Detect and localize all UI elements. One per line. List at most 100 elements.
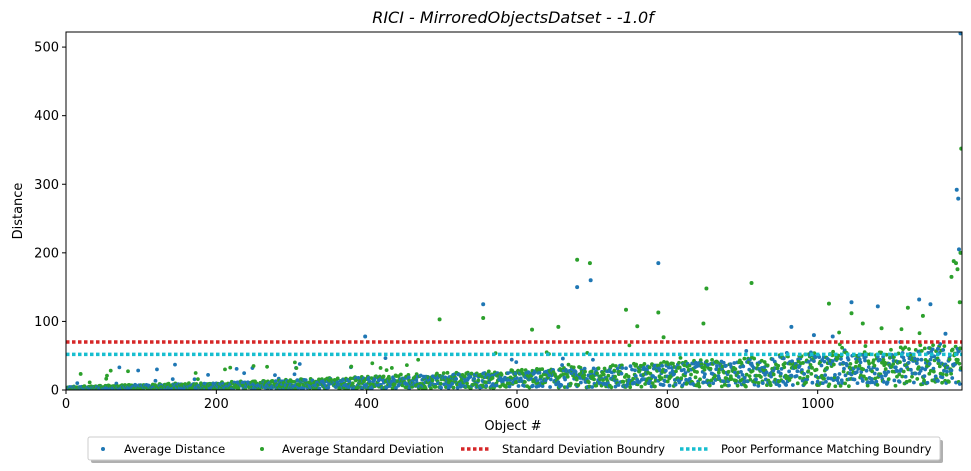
data-point-average-std [586,380,591,385]
x-tick-label: 400 [354,397,379,412]
data-point-average-std [949,274,954,279]
data-point-average-std [445,370,450,375]
data-point-average-distance [660,363,664,368]
data-point-average-std [903,345,908,350]
data-point-average-std [499,372,504,377]
data-point-average-std [701,321,706,326]
data-point-average-std [759,358,764,363]
data-point-average-distance [777,383,782,388]
data-point-average-distance [661,383,666,387]
data-point-average-distance [75,381,80,386]
data-point-average-distance [383,356,388,361]
data-point-average-std [787,378,792,382]
data-point-average-std [595,371,599,376]
data-point-average-distance [881,380,886,384]
data-point-average-distance [911,380,916,385]
data-point-average-distance [874,379,879,384]
data-point-average-std [565,374,570,379]
data-point-average-distance [922,374,927,379]
data-point-average-distance [721,360,726,365]
data-point-average-distance [897,379,902,384]
data-point-average-distance [823,373,828,378]
data-point-average-distance [506,371,510,376]
data-point-average-distance [540,384,545,389]
data-point-average-std [916,365,921,370]
data-point-average-std [587,261,592,266]
data-point-average-std [735,383,740,388]
data-point-average-distance [806,359,811,364]
data-point-average-std [708,366,713,371]
data-point-average-std [294,366,299,371]
data-point-average-std [927,371,932,376]
data-point-average-std [589,369,594,374]
data-point-average-distance [530,383,535,388]
data-point-average-std [722,382,727,387]
data-point-average-std [910,374,914,379]
data-point-average-std [126,369,130,374]
data-point-average-std [186,381,191,386]
data-point-average-std [693,375,698,380]
y-tick-label: 100 [34,315,59,330]
data-point-average-std [833,384,838,389]
data-point-average-distance [910,371,915,376]
data-point-average-std [609,385,614,390]
data-point-average-distance [760,381,765,385]
data-point-average-distance [563,377,568,382]
legend-box [87,436,941,461]
data-point-average-distance [813,355,818,360]
data-point-average-distance [681,367,686,372]
data-point-average-distance [628,364,633,369]
plot-area [66,32,962,390]
data-point-average-std [671,361,675,366]
data-point-average-std [196,377,200,382]
data-point-average-std [490,376,495,380]
data-point-average-distance [297,362,302,366]
data-point-average-std [922,346,927,351]
data-point-average-distance [573,369,578,374]
data-point-average-std [838,383,843,388]
data-point-average-std [639,384,644,389]
data-point-average-distance [936,358,941,363]
data-point-average-distance [770,357,775,362]
data-point-average-distance [645,367,649,372]
data-point-average-distance [884,372,888,377]
legend-label-std-boundary: Standard Deviation Boundry [502,442,665,456]
data-point-average-std [677,365,682,370]
data-point-average-distance [560,363,565,367]
data-point-average-std [953,261,958,266]
data-point-average-distance [715,363,719,368]
data-point-average-std [861,367,866,372]
data-point-average-distance [841,360,846,365]
data-point-average-std [662,360,666,364]
data-point-average-std [713,373,717,378]
data-point-average-distance [242,371,247,376]
data-point-average-distance [548,377,553,382]
data-point-average-distance [824,379,828,384]
data-point-average-std [433,384,438,389]
data-point-average-distance [940,375,945,380]
data-point-average-distance [578,380,583,385]
data-point-average-std [810,365,814,370]
data-point-average-distance [739,370,743,374]
data-point-average-std [957,300,962,305]
data-point-average-distance [849,300,854,305]
data-point-average-distance [812,359,816,364]
data-point-average-std [400,383,405,388]
x-tick-label: 1000 [801,397,834,412]
data-point-average-std [627,343,632,348]
data-point-average-std [873,376,878,381]
data-point-average-distance [703,372,707,377]
data-point-average-std [840,345,845,350]
data-point-average-std [843,381,848,386]
chart-title: RICI - MirroredObjectsDatset - -1.0f [372,8,656,27]
x-tick-label: 0 [62,397,70,412]
data-point-average-distance [192,377,197,382]
data-point-average-distance [732,361,737,365]
data-point-average-std [841,369,846,374]
data-point-average-distance [927,361,932,366]
data-point-average-distance [687,376,692,381]
data-point-average-std [292,379,297,384]
data-point-average-std [687,363,692,368]
data-point-average-std [863,344,868,348]
data-point-average-std [729,377,734,381]
